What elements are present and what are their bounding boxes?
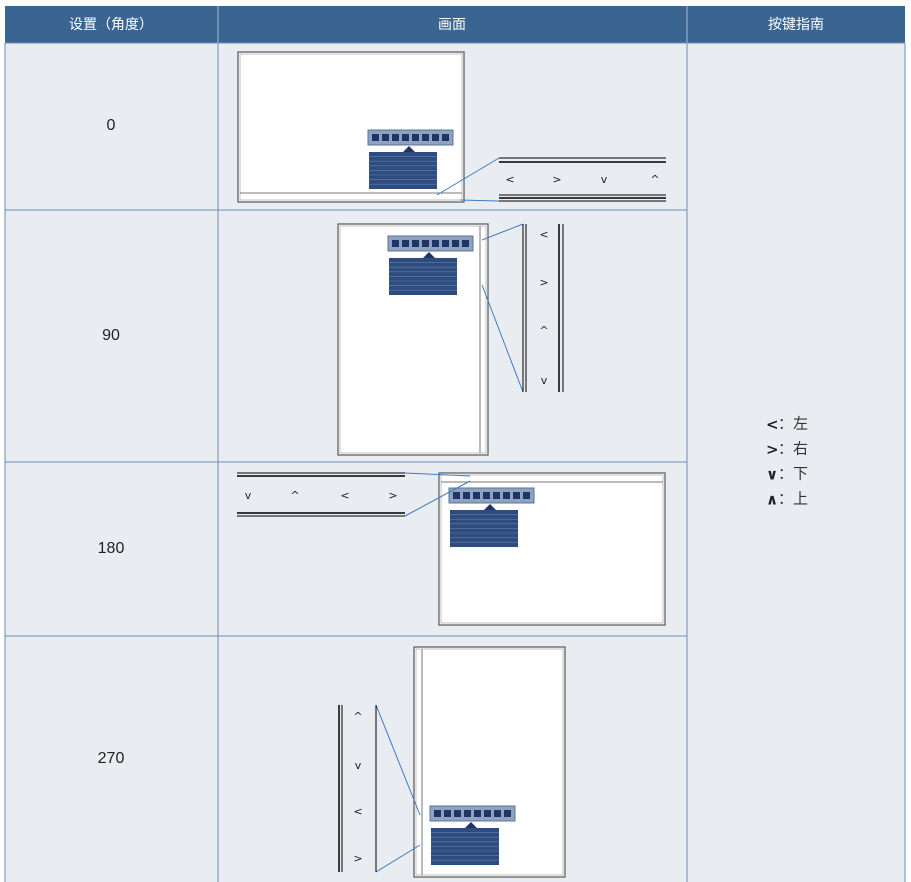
osd-icon <box>422 134 429 141</box>
osd-pointer <box>465 822 477 828</box>
key-symbol: < <box>766 416 779 434</box>
button-label: > <box>388 489 397 502</box>
button-label: > <box>552 173 561 186</box>
osd-icon <box>494 810 501 817</box>
osd-icon <box>452 240 459 247</box>
header-row <box>5 6 905 43</box>
key-symbol: ∧ <box>766 491 778 509</box>
key-label: ：右 <box>778 440 808 457</box>
line <box>481 284 524 393</box>
line <box>459 199 500 202</box>
button-label: ^ <box>650 173 659 186</box>
osd-icon <box>513 492 520 499</box>
osd-icon <box>484 810 491 817</box>
key-label: ：左 <box>778 415 808 432</box>
osd-bar <box>367 129 454 146</box>
monitor-inner <box>440 474 664 624</box>
header-cell: 设置（角度） <box>69 17 153 33</box>
button-label: > <box>353 852 362 865</box>
osd-icon <box>473 492 480 499</box>
header-cell: 按键指南 <box>768 17 824 33</box>
monitor-inner <box>415 648 564 876</box>
osd-icon <box>412 134 419 141</box>
osd-icon <box>444 810 451 817</box>
button-label: v <box>245 489 252 502</box>
line <box>404 472 471 477</box>
osd-icon <box>422 240 429 247</box>
osd-icon <box>402 134 409 141</box>
osd-icon <box>453 492 460 499</box>
key-label: ：上 <box>778 490 808 507</box>
osd-icon <box>462 240 469 247</box>
line <box>375 704 421 816</box>
osd-bar <box>429 805 516 822</box>
button-label: < <box>353 805 362 818</box>
osd-icon <box>434 810 441 817</box>
osd-icon <box>463 492 470 499</box>
osd-icon <box>442 134 449 141</box>
osd-icon <box>523 492 530 499</box>
grid <box>4 6 906 882</box>
osd-pointer <box>423 252 435 258</box>
osd-icon <box>402 240 409 247</box>
monitor-inner <box>339 225 487 454</box>
osd-icon <box>432 240 439 247</box>
header-cell: 画面 <box>438 17 466 33</box>
button-label: ^ <box>353 710 362 723</box>
button-label: ^ <box>539 324 548 337</box>
button-label: < <box>505 173 514 186</box>
osd-icon <box>474 810 481 817</box>
osd-icon <box>442 240 449 247</box>
osd-bar <box>387 235 474 252</box>
button-label: v <box>355 759 362 772</box>
line <box>404 480 471 517</box>
osd-icon <box>382 134 389 141</box>
button-label: v <box>541 374 548 387</box>
osd-pointer <box>484 504 496 510</box>
angle: 180 <box>98 540 125 557</box>
osd-icon <box>504 810 511 817</box>
osd-icon <box>432 134 439 141</box>
osd-icon <box>392 134 399 141</box>
osd-icon <box>493 492 500 499</box>
line <box>436 157 500 196</box>
osd-icon <box>483 492 490 499</box>
button-label: > <box>539 276 548 289</box>
osd-bar <box>448 487 535 504</box>
osd-pointer <box>403 146 415 152</box>
button-label: < <box>340 489 349 502</box>
button-label: v <box>601 173 608 186</box>
monitor-inner <box>239 53 463 201</box>
osd-icon <box>392 240 399 247</box>
button-label: ^ <box>290 489 299 502</box>
osd-icon <box>464 810 471 817</box>
osd-icon <box>372 134 379 141</box>
line <box>375 844 421 873</box>
osd-icon <box>412 240 419 247</box>
angle: 90 <box>102 327 120 344</box>
osd-icon <box>503 492 510 499</box>
angle: 0 <box>107 117 116 134</box>
osd-icon <box>454 810 461 817</box>
line <box>481 223 524 241</box>
key-label: ：下 <box>778 466 808 482</box>
button-label: < <box>539 228 548 241</box>
key-symbol: ∨ <box>766 466 778 484</box>
key-symbol: > <box>766 441 779 459</box>
angle: 270 <box>98 750 125 767</box>
